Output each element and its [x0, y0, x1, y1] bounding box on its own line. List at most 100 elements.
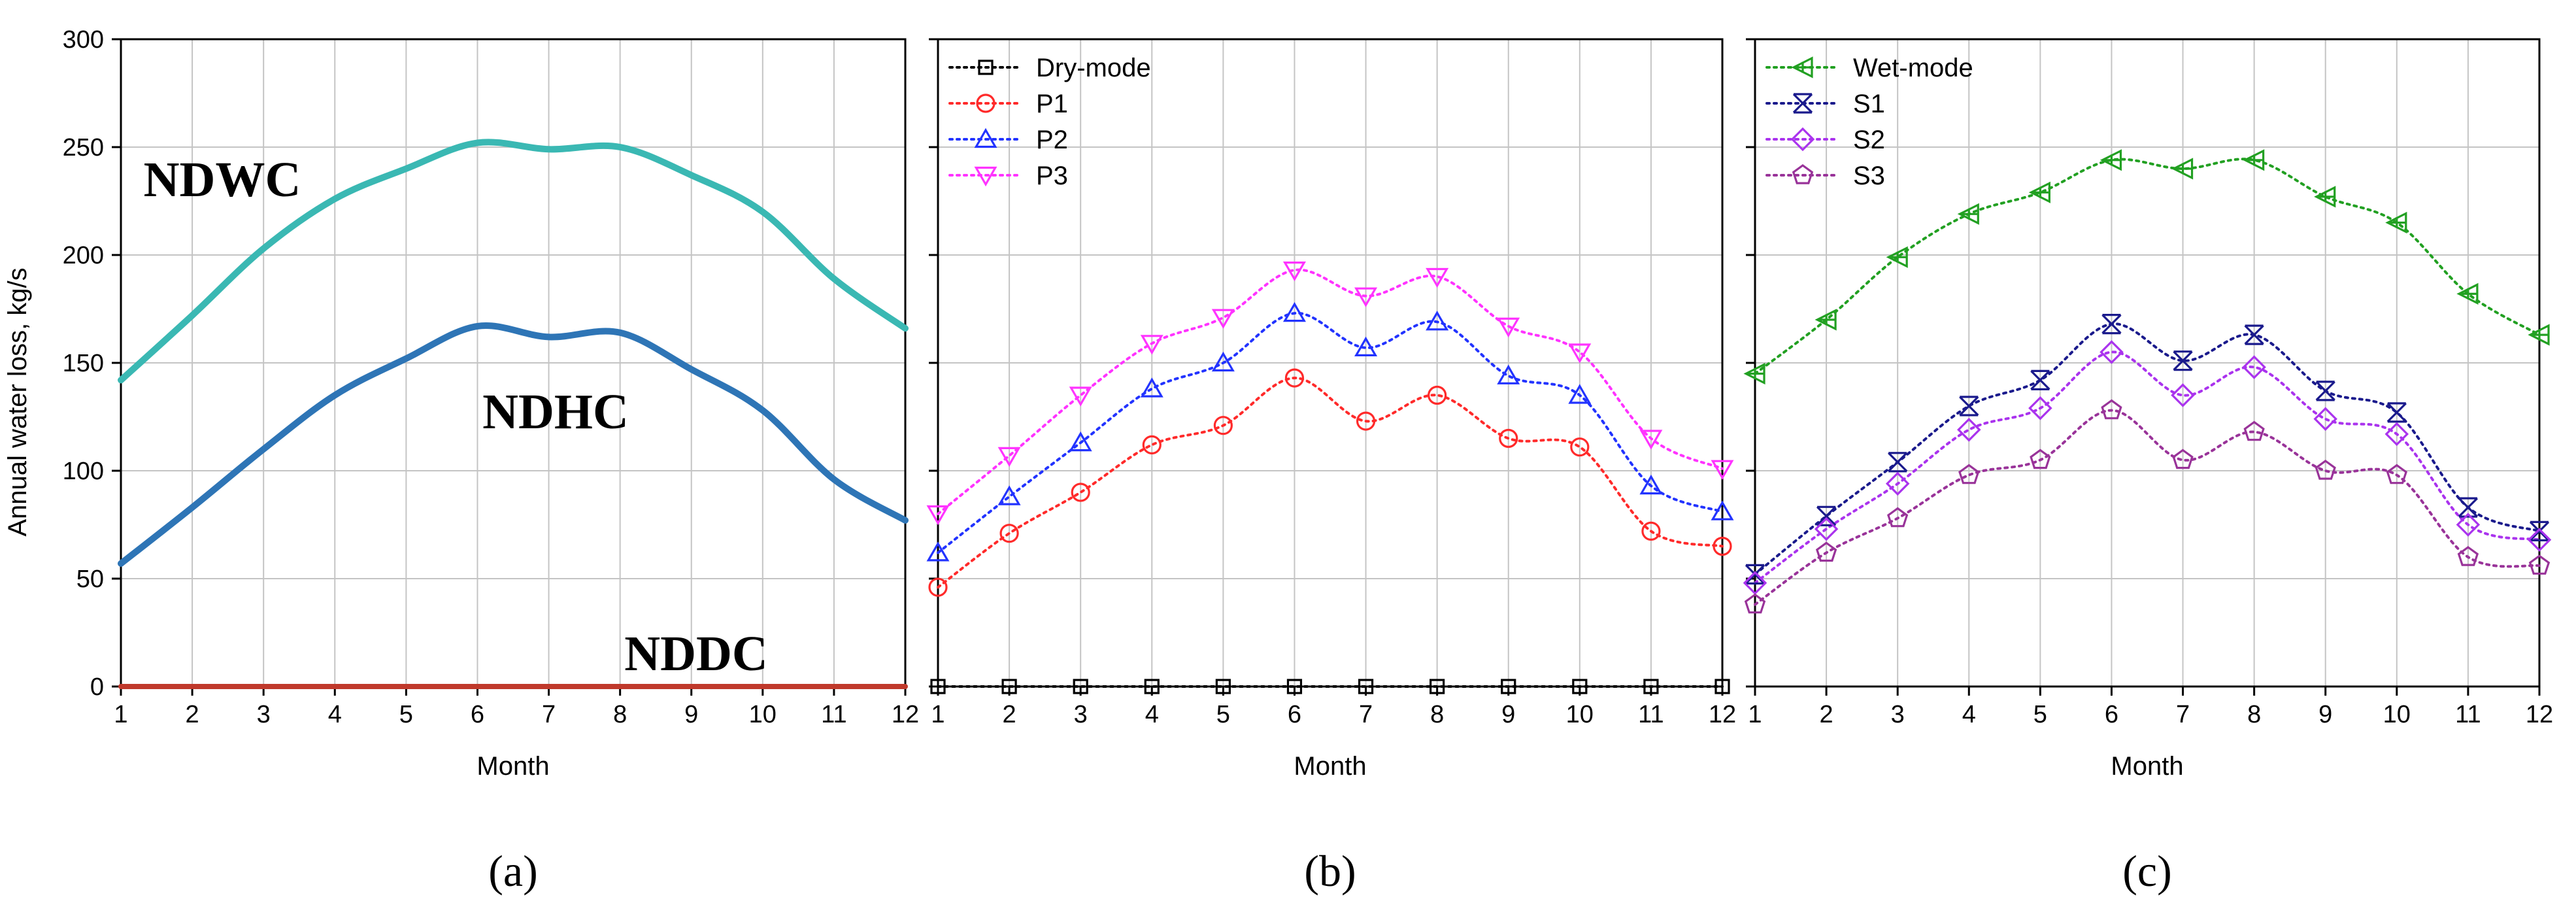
- x-axis-label: Month: [2111, 752, 2183, 781]
- legend-marker: [1792, 164, 1814, 184]
- x-tick-label: 5: [399, 701, 413, 728]
- data-point-s1: [1888, 452, 1908, 473]
- data-point-dry-mode: [1073, 679, 1088, 694]
- data-point-dry-mode: [1286, 679, 1303, 694]
- data-point-s2: [1814, 517, 1839, 541]
- data-point-s2: [2384, 422, 2409, 447]
- x-tick-label: 6: [2105, 701, 2118, 728]
- data-point-s3: [2315, 460, 2336, 480]
- data-point-s3: [1744, 593, 1766, 614]
- data-point-p3: [1639, 430, 1663, 450]
- data-point-p1: [1641, 521, 1661, 541]
- x-tick-label: 8: [1430, 701, 1444, 728]
- x-tick-label: 2: [186, 701, 199, 728]
- x-tick-label: 4: [328, 701, 342, 728]
- data-point-wet-mode: [1743, 362, 1765, 385]
- legend-marker: [1791, 56, 1813, 78]
- legend-label: Dry-mode: [1036, 54, 1151, 82]
- data-point-p1: [1499, 428, 1518, 449]
- x-tick-label: 3: [1074, 701, 1088, 728]
- data-point-dry-mode: [1501, 679, 1516, 694]
- x-tick-label: 1: [114, 701, 127, 728]
- data-point-s1: [2244, 324, 2264, 345]
- data-point-dry-mode: [1715, 679, 1730, 694]
- text-layer: 1 2 3 4 5 6 7 8 9 10 11 12050100150200250300Month(a…: [63, 26, 2554, 896]
- x-tick-label: 4: [1145, 701, 1159, 728]
- data-point-p2: [1211, 351, 1235, 372]
- data-point-wet-mode: [1815, 309, 1837, 331]
- x-tick-label: 2: [1820, 701, 1833, 728]
- x-tick-label: 10: [749, 701, 777, 728]
- data-point-s3: [2386, 464, 2407, 484]
- data-point-s3: [2528, 554, 2551, 575]
- x-tick-label: 8: [613, 701, 627, 728]
- x-tick-label: 12: [2526, 701, 2553, 728]
- series-line-p2: [937, 312, 1724, 554]
- legend-label: S1: [1853, 90, 1885, 118]
- legend-marker: [976, 93, 995, 113]
- data-point-s2: [1957, 418, 1981, 442]
- series-line-s3: [1754, 409, 2541, 606]
- data-point-p2: [1282, 301, 1306, 322]
- x-tick-label: 9: [1501, 701, 1515, 728]
- data-point-p2: [1497, 364, 1520, 384]
- data-point-dry-mode: [930, 679, 946, 694]
- y-tick-label: 250: [63, 134, 104, 161]
- x-axis-label: Month: [477, 752, 549, 781]
- data-point-p3: [1568, 343, 1592, 364]
- legend-label: S2: [1853, 126, 1885, 154]
- data-point-s3: [2172, 449, 2194, 469]
- x-tick-label: 4: [1962, 701, 1976, 728]
- data-point-wet-mode: [2385, 211, 2407, 234]
- legend-label: Wet-mode: [1853, 54, 1973, 82]
- panel-label: (c): [2122, 846, 2171, 896]
- data-point-p1: [928, 577, 948, 597]
- legend-label: P1: [1036, 90, 1068, 118]
- legend-marker: [1790, 127, 1815, 152]
- x-tick-label: 11: [1638, 701, 1664, 728]
- x-tick-label: 6: [471, 701, 484, 728]
- markers-layer: [926, 149, 2552, 694]
- x-tick-label: 2: [1003, 701, 1016, 728]
- data-point-s1: [1959, 396, 1979, 416]
- data-point-p2: [1140, 377, 1163, 398]
- x-tick-label: 12: [1709, 701, 1736, 728]
- x-tick-label: 6: [1288, 701, 1301, 728]
- y-tick-label: 300: [63, 26, 104, 54]
- annotation-ndhc: NDHC: [482, 384, 629, 439]
- data-point-s1: [2173, 350, 2193, 371]
- data-point-s3: [2101, 399, 2122, 420]
- data-point-s1: [1745, 564, 1765, 585]
- x-tick-label: 8: [2247, 701, 2261, 728]
- panel-label: (a): [488, 846, 537, 896]
- data-point-s3: [1958, 464, 1980, 484]
- y-tick-label: 50: [76, 566, 104, 593]
- data-point-p3: [1140, 335, 1163, 355]
- data-point-p1: [1071, 483, 1090, 502]
- x-tick-label: 5: [1216, 701, 1230, 728]
- data-point-dry-mode: [1144, 679, 1160, 694]
- data-point-s1: [2315, 381, 2335, 401]
- y-tick-label: 200: [63, 242, 104, 269]
- data-point-p1: [1284, 368, 1305, 388]
- data-point-p3: [1069, 386, 1092, 407]
- x-tick-label: 12: [892, 701, 919, 728]
- data-point-s2: [2099, 340, 2124, 364]
- data-point-s1: [2529, 520, 2550, 541]
- data-point-s1: [2030, 369, 2050, 390]
- x-tick-label: 11: [821, 701, 846, 728]
- legend-label: P3: [1036, 161, 1068, 190]
- legend-marker: [974, 127, 997, 148]
- data-point-s1: [2458, 497, 2479, 518]
- data-point-p3: [1211, 309, 1235, 329]
- x-tick-label: 3: [257, 701, 271, 728]
- data-point-p1: [1428, 385, 1447, 405]
- data-point-p2: [1711, 500, 1734, 520]
- annotation-ndwc: NDWC: [144, 152, 301, 207]
- data-point-wet-mode: [2171, 158, 2194, 180]
- annotation-nddc: NDDC: [624, 626, 768, 681]
- data-point-p3: [997, 447, 1021, 467]
- x-tick-label: 1: [1748, 701, 1762, 728]
